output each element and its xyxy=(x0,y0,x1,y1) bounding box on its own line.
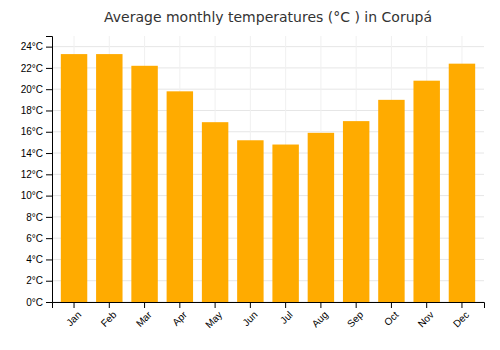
y-tick: 18°C xyxy=(21,105,52,116)
x-tick: Oct xyxy=(382,302,401,328)
y-tick-label: 0°C xyxy=(26,297,43,308)
x-tick-mark xyxy=(426,302,427,308)
x-tick-mark xyxy=(74,302,75,308)
x-tick: Jan xyxy=(64,302,83,328)
y-tick-label: 4°C xyxy=(26,254,43,265)
y-tick: 24°C xyxy=(21,41,52,52)
y-tick: 8°C xyxy=(26,212,52,223)
x-tick-label: Jan xyxy=(64,309,83,328)
grid xyxy=(52,36,484,302)
chart: 0°C 2°C 4°C 6°C 8°C 10°C 12°C 14°C 16°C 18°C 20°C 2… xyxy=(0,0,500,350)
y-tick: 0°C xyxy=(26,297,52,308)
bar xyxy=(131,66,157,302)
x-tick: Feb xyxy=(99,302,119,329)
bar xyxy=(449,64,475,302)
bar xyxy=(413,81,439,302)
x-tick-mark xyxy=(285,302,286,308)
y-tick: 22°C xyxy=(21,63,52,74)
y-tick-mark xyxy=(46,47,52,48)
y-tick-label: 20°C xyxy=(21,84,43,95)
x-tick-label: Mar xyxy=(134,309,154,329)
x-tick-label: Oct xyxy=(382,309,401,328)
bar xyxy=(237,140,263,302)
grid-line xyxy=(52,46,484,47)
y-tick-label: 22°C xyxy=(21,63,43,74)
x-tick-mark xyxy=(250,302,251,308)
bar xyxy=(308,133,334,302)
y-tick: 14°C xyxy=(21,148,52,159)
x-tick-mark xyxy=(179,302,180,308)
y-tick: 10°C xyxy=(21,190,52,201)
y-tick-label: 6°C xyxy=(26,233,43,244)
y-axis-line xyxy=(46,37,53,303)
y-tick-mark xyxy=(46,196,52,197)
x-tick: Dec xyxy=(451,302,471,329)
title: Average monthly temperatures (°C ) in Co… xyxy=(104,9,432,25)
y-tick: 4°C xyxy=(26,254,52,265)
bar xyxy=(343,121,369,302)
x-axis-line xyxy=(53,303,485,309)
y-tick-mark xyxy=(46,174,52,175)
y-tick-mark xyxy=(46,153,52,154)
x-tick-label: Sep xyxy=(345,309,366,330)
y-tick-mark xyxy=(46,302,52,303)
x-tick-mark xyxy=(391,302,392,308)
x-tick-label: Apr xyxy=(170,309,189,328)
y-tick-label: 18°C xyxy=(21,105,43,116)
bar xyxy=(202,122,228,302)
y-tick-label: 16°C xyxy=(21,126,43,137)
bars xyxy=(61,54,475,302)
y-tick-mark xyxy=(46,281,52,282)
x-tick-mark xyxy=(215,302,216,308)
y-tick-label: 12°C xyxy=(21,169,43,180)
x-tick: Nov xyxy=(416,302,436,329)
y-tick-mark xyxy=(46,68,52,69)
x-tick-label: Jul xyxy=(278,309,295,326)
x-tick-mark xyxy=(109,302,110,308)
x-tick-mark xyxy=(320,302,321,308)
y-tick-mark xyxy=(46,217,52,218)
x-tick-label: Aug xyxy=(310,309,330,329)
x-tick-label: Nov xyxy=(416,309,436,329)
y-tick-label: 2°C xyxy=(26,275,43,286)
y-tick-mark xyxy=(46,238,52,239)
y-tick-label: 8°C xyxy=(26,212,43,223)
x-tick: May xyxy=(203,302,224,330)
x-tick: Jul xyxy=(278,302,295,326)
x-tick: Apr xyxy=(170,302,189,328)
y-tick: 16°C xyxy=(21,126,52,137)
x-tick: Jun xyxy=(240,302,259,328)
x-tick-label: Dec xyxy=(451,309,471,329)
y-tick-label: 10°C xyxy=(21,190,43,201)
y-axis: 0°C 2°C 4°C 6°C 8°C 10°C 12°C 14°C 16°C 18°C 20°C 2… xyxy=(21,37,53,308)
x-axis: Jan Feb Mar Apr May Jun Jul Aug Sep Oct Nov Dec xyxy=(53,302,485,330)
x-tick-label: Feb xyxy=(99,309,119,329)
x-tick: Aug xyxy=(310,302,330,329)
x-tick-label: May xyxy=(203,309,224,330)
bar xyxy=(96,54,122,302)
plot: 0°C 2°C 4°C 6°C 8°C 10°C 12°C 14°C 16°C 18°C 20°C 2… xyxy=(21,36,485,330)
y-tick: 2°C xyxy=(26,275,52,286)
y-tick: 12°C xyxy=(21,169,52,180)
y-tick-mark xyxy=(46,132,52,133)
x-tick: Sep xyxy=(345,302,366,329)
y-tick: 20°C xyxy=(21,84,52,95)
x-tick: Mar xyxy=(134,302,154,329)
y-tick-mark xyxy=(46,259,52,260)
y-tick-mark xyxy=(46,110,52,111)
y-tick: 6°C xyxy=(26,233,52,244)
bar xyxy=(61,54,87,302)
bar xyxy=(272,145,298,302)
y-tick-label: 14°C xyxy=(21,148,43,159)
y-tick-label: 24°C xyxy=(21,41,43,52)
bar xyxy=(167,91,193,302)
x-tick-mark xyxy=(144,302,145,308)
x-tick-label: Jun xyxy=(240,309,259,328)
x-tick-mark xyxy=(461,302,462,308)
bar xyxy=(378,100,404,302)
y-tick-mark xyxy=(46,89,52,90)
x-tick-mark xyxy=(356,302,357,308)
